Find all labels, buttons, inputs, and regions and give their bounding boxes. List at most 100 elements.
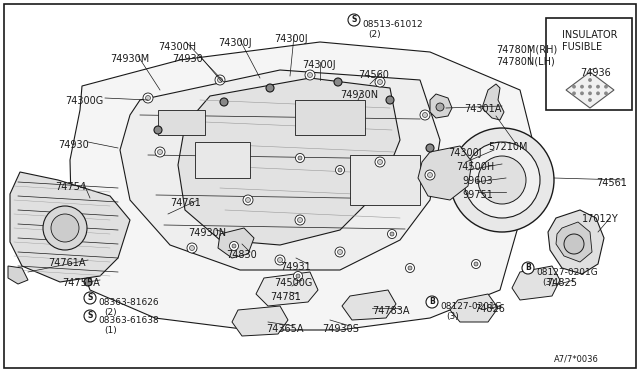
Circle shape bbox=[298, 156, 302, 160]
Bar bbox=[158, 110, 205, 135]
Text: 74826: 74826 bbox=[474, 304, 505, 314]
Text: A7/7*0036: A7/7*0036 bbox=[554, 354, 599, 363]
Polygon shape bbox=[218, 228, 254, 258]
Text: 74754: 74754 bbox=[55, 182, 86, 192]
Circle shape bbox=[573, 86, 575, 88]
Circle shape bbox=[335, 247, 345, 257]
Circle shape bbox=[338, 168, 342, 172]
Polygon shape bbox=[482, 84, 504, 120]
Circle shape bbox=[334, 78, 342, 86]
Circle shape bbox=[386, 96, 394, 104]
Text: 74780N(LH): 74780N(LH) bbox=[496, 56, 555, 66]
Circle shape bbox=[426, 144, 434, 152]
Text: B: B bbox=[429, 298, 435, 307]
Text: 74755A: 74755A bbox=[62, 278, 100, 288]
Circle shape bbox=[425, 170, 435, 180]
Polygon shape bbox=[178, 78, 400, 245]
Circle shape bbox=[596, 86, 599, 88]
Text: 74930N: 74930N bbox=[188, 228, 226, 238]
Text: 74500H: 74500H bbox=[456, 162, 494, 172]
Text: 74936: 74936 bbox=[580, 68, 611, 78]
Circle shape bbox=[84, 310, 96, 322]
Text: 74300H: 74300H bbox=[158, 42, 196, 52]
Text: (1): (1) bbox=[104, 326, 116, 335]
Text: 74300J: 74300J bbox=[218, 38, 252, 48]
Text: 74300J: 74300J bbox=[448, 148, 482, 158]
Circle shape bbox=[296, 154, 305, 163]
Circle shape bbox=[589, 99, 591, 101]
Text: 74300J: 74300J bbox=[274, 34, 308, 44]
Text: 08363-81626: 08363-81626 bbox=[98, 298, 159, 307]
Circle shape bbox=[375, 77, 385, 87]
Circle shape bbox=[335, 166, 344, 174]
Text: 74781: 74781 bbox=[270, 292, 301, 302]
Circle shape bbox=[596, 92, 599, 94]
Circle shape bbox=[420, 110, 430, 120]
Text: INSULATOR: INSULATOR bbox=[562, 30, 618, 40]
Circle shape bbox=[436, 103, 444, 111]
Text: 74830: 74830 bbox=[226, 250, 257, 260]
Circle shape bbox=[378, 80, 383, 84]
Text: 74301A: 74301A bbox=[464, 104, 501, 114]
Circle shape bbox=[472, 260, 481, 269]
Circle shape bbox=[296, 274, 300, 278]
Circle shape bbox=[266, 84, 274, 92]
Circle shape bbox=[84, 292, 96, 304]
Text: 74300G: 74300G bbox=[65, 96, 103, 106]
Text: 74560: 74560 bbox=[358, 70, 389, 80]
Text: 57210M: 57210M bbox=[488, 142, 527, 152]
Text: 74761: 74761 bbox=[170, 198, 201, 208]
Polygon shape bbox=[342, 290, 396, 320]
Text: 74930M: 74930M bbox=[110, 54, 149, 64]
Circle shape bbox=[155, 147, 165, 157]
Text: 99751: 99751 bbox=[462, 190, 493, 200]
Text: FUSIBLE: FUSIBLE bbox=[562, 42, 602, 52]
Polygon shape bbox=[8, 266, 28, 284]
Text: 74930S: 74930S bbox=[322, 324, 359, 334]
Circle shape bbox=[187, 243, 197, 253]
Text: (2): (2) bbox=[104, 308, 116, 317]
Text: 74930N: 74930N bbox=[340, 90, 378, 100]
Circle shape bbox=[422, 112, 428, 118]
Text: 08127-0201G: 08127-0201G bbox=[440, 302, 502, 311]
Circle shape bbox=[189, 246, 195, 250]
Circle shape bbox=[232, 244, 236, 248]
Text: 74561: 74561 bbox=[596, 178, 627, 188]
Bar bbox=[295, 100, 365, 135]
Circle shape bbox=[143, 93, 153, 103]
Polygon shape bbox=[450, 294, 498, 322]
Bar bbox=[195, 142, 250, 178]
Text: 17012Y: 17012Y bbox=[582, 214, 619, 224]
Circle shape bbox=[375, 157, 385, 167]
Circle shape bbox=[564, 234, 584, 254]
Circle shape bbox=[51, 214, 79, 242]
Circle shape bbox=[43, 206, 87, 250]
Circle shape bbox=[589, 86, 591, 88]
Circle shape bbox=[406, 263, 415, 273]
Circle shape bbox=[428, 173, 433, 177]
Text: 74300J: 74300J bbox=[302, 60, 335, 70]
Circle shape bbox=[605, 92, 607, 94]
Text: S: S bbox=[87, 294, 93, 302]
Circle shape bbox=[573, 92, 575, 94]
Text: S: S bbox=[351, 16, 356, 25]
Circle shape bbox=[157, 150, 163, 154]
Text: (3): (3) bbox=[446, 312, 459, 321]
Polygon shape bbox=[418, 146, 472, 200]
Circle shape bbox=[408, 266, 412, 270]
Bar bbox=[546, 18, 632, 110]
Circle shape bbox=[337, 250, 342, 254]
Text: 74931: 74931 bbox=[280, 262, 311, 272]
Text: 74930: 74930 bbox=[172, 54, 203, 64]
Text: 74500G: 74500G bbox=[274, 278, 312, 288]
Polygon shape bbox=[566, 72, 614, 108]
Circle shape bbox=[305, 70, 315, 80]
Circle shape bbox=[220, 98, 228, 106]
Circle shape bbox=[581, 92, 583, 94]
Circle shape bbox=[464, 142, 540, 218]
Polygon shape bbox=[430, 94, 452, 118]
Polygon shape bbox=[232, 306, 288, 336]
Circle shape bbox=[84, 278, 92, 286]
Circle shape bbox=[589, 92, 591, 94]
Text: S: S bbox=[87, 311, 93, 321]
